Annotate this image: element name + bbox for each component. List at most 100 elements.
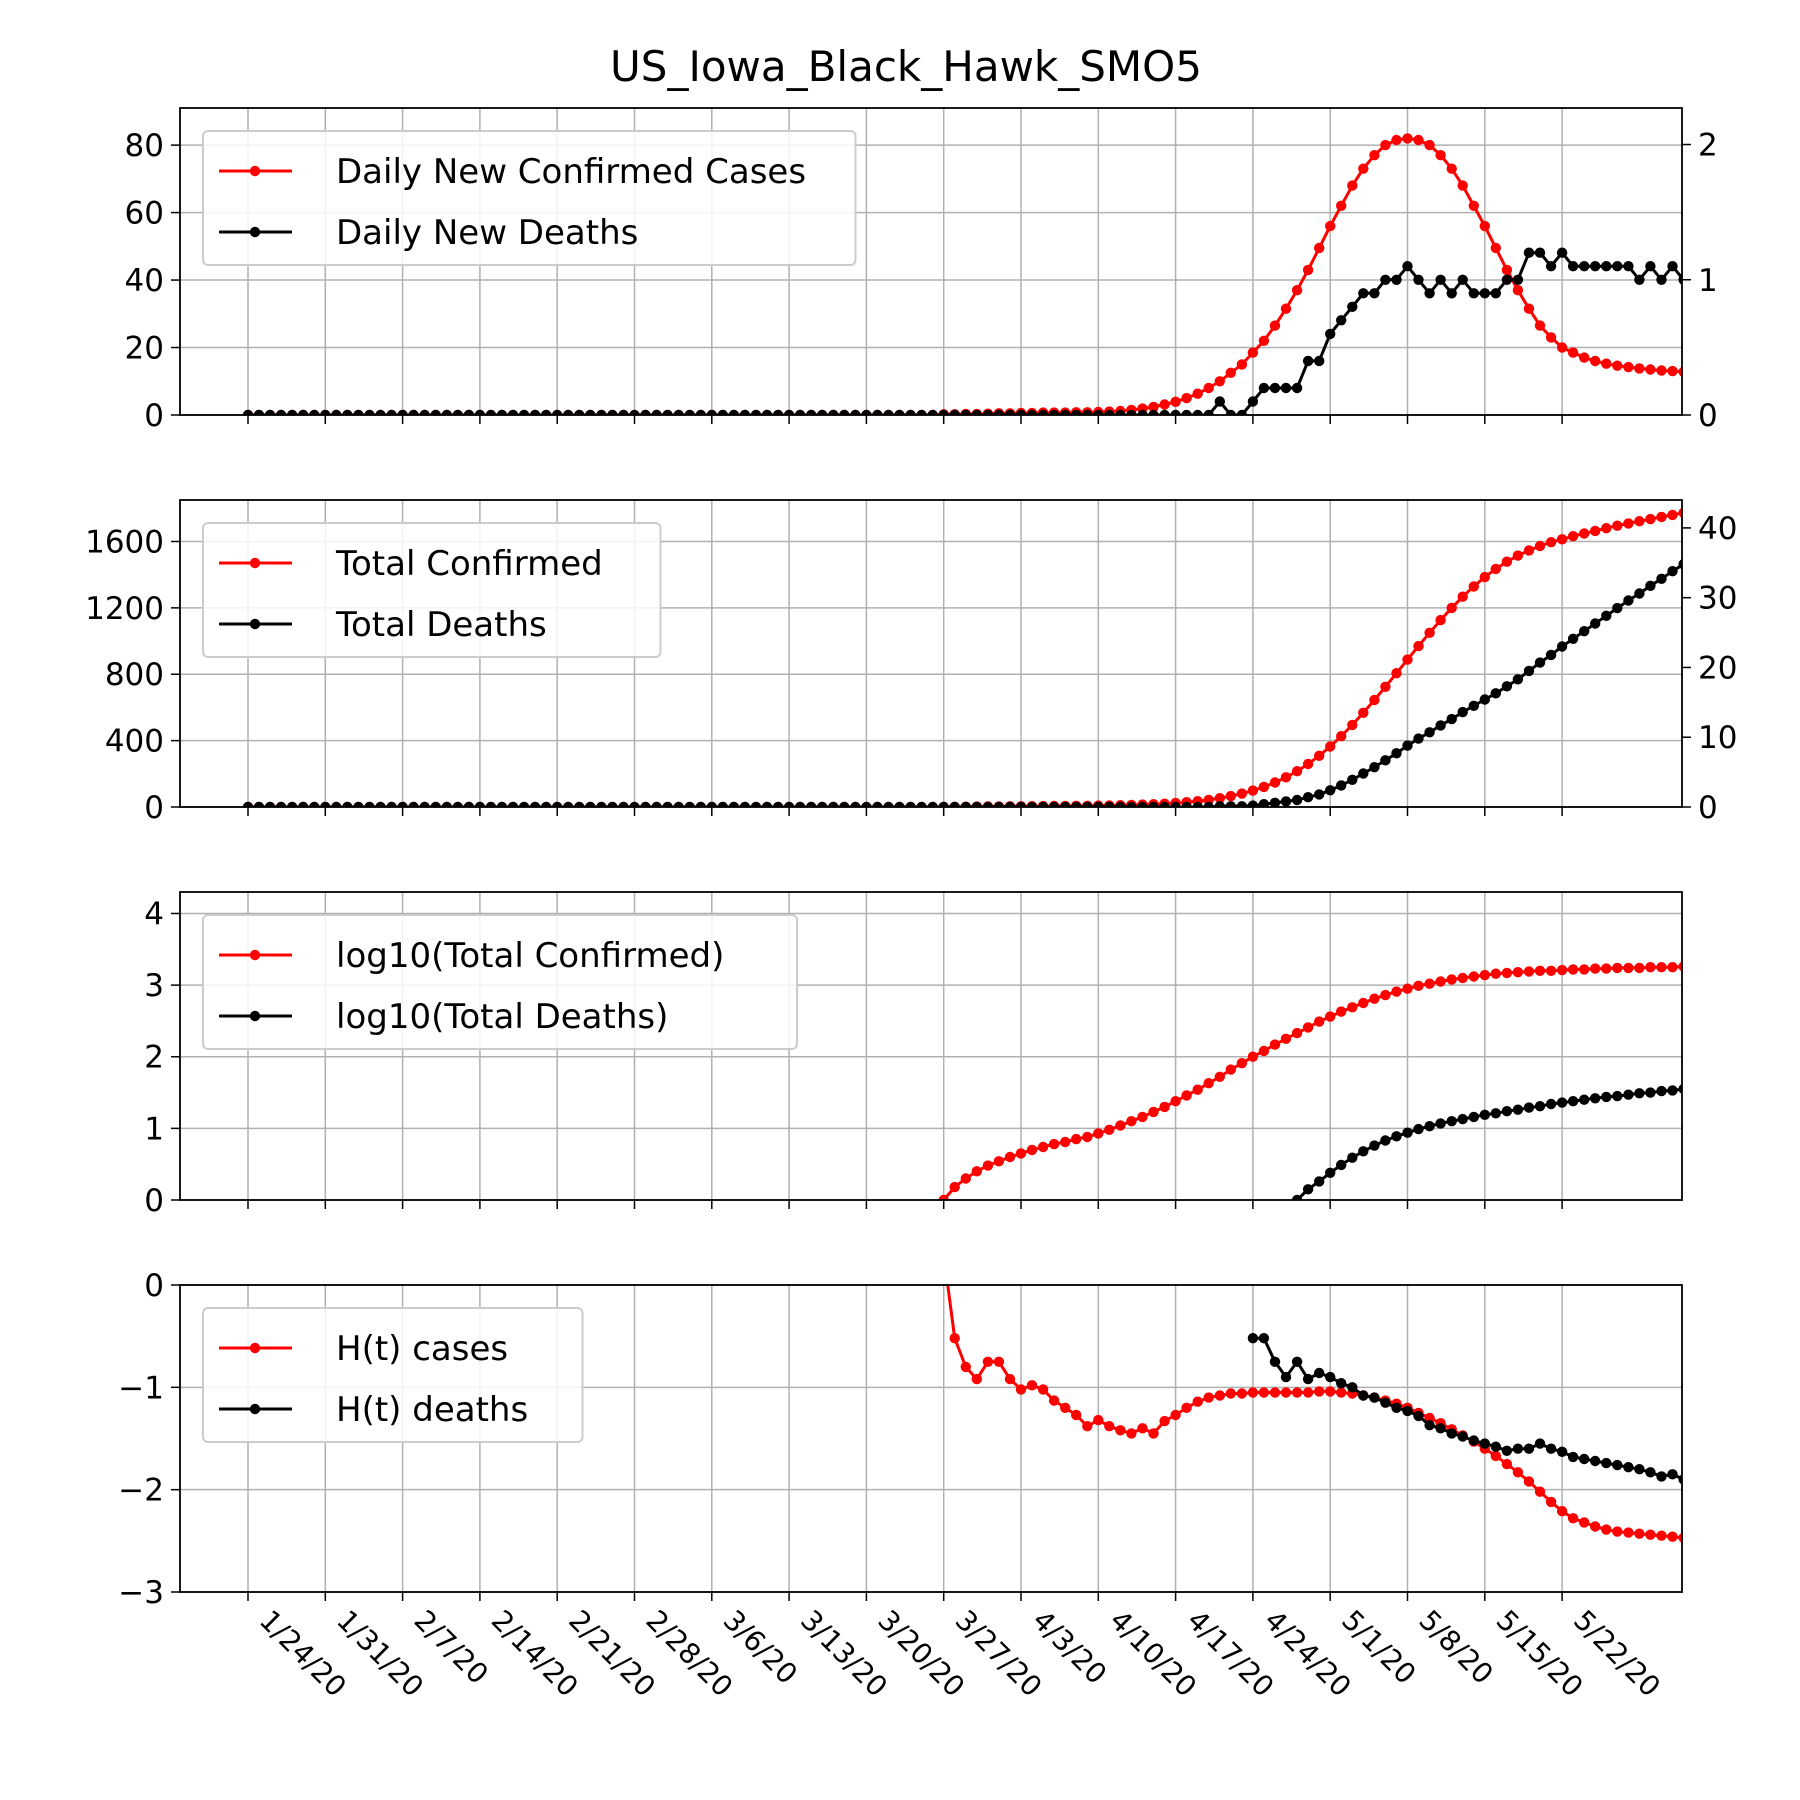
data-point	[1523, 1443, 1535, 1454]
data-point	[1347, 774, 1358, 785]
data-point	[1523, 966, 1535, 977]
data-point	[1391, 668, 1402, 679]
data-point	[1214, 793, 1226, 804]
data-point	[1479, 288, 1491, 299]
data-point	[739, 409, 751, 415]
data-point	[1402, 261, 1413, 272]
data-point	[1590, 963, 1601, 974]
data-point	[375, 409, 386, 415]
data-point	[1579, 1094, 1590, 1105]
data-point	[1579, 352, 1590, 363]
data-point	[1534, 657, 1546, 668]
data-point	[253, 801, 265, 807]
data-point	[1369, 150, 1380, 161]
data-point	[1601, 523, 1612, 534]
data-point	[1380, 139, 1391, 151]
data-point	[1402, 740, 1413, 751]
data-point	[1369, 1140, 1380, 1151]
data-point	[960, 1361, 971, 1373]
data-point	[960, 1173, 971, 1184]
data-point	[1579, 626, 1590, 637]
data-point	[1137, 1423, 1148, 1434]
y-tick-label-left: −3	[118, 1575, 164, 1611]
data-point	[960, 409, 971, 415]
data-point	[1579, 528, 1590, 539]
data-point	[1347, 180, 1358, 191]
data-point	[1336, 1006, 1347, 1017]
data-point	[916, 409, 927, 415]
data-point	[1490, 688, 1502, 699]
data-point	[1192, 388, 1203, 399]
data-point	[1645, 261, 1656, 272]
data-point	[1457, 180, 1468, 191]
data-point	[695, 409, 706, 415]
data-point	[1424, 1121, 1435, 1132]
data-point	[1291, 1194, 1303, 1200]
data-point	[1170, 801, 1181, 807]
data-point	[850, 801, 861, 807]
data-point	[1214, 1390, 1226, 1401]
data-point	[1380, 989, 1391, 1001]
data-point	[1170, 409, 1181, 415]
data-point	[1115, 409, 1126, 415]
data-point	[1512, 550, 1524, 561]
data-point	[927, 409, 938, 415]
data-point	[695, 801, 706, 807]
data-point	[1479, 1438, 1491, 1449]
data-point	[1192, 801, 1203, 807]
data-point	[1446, 1116, 1457, 1127]
data-point	[1468, 1111, 1480, 1123]
legend-marker	[249, 1342, 261, 1354]
data-point	[1656, 1530, 1667, 1541]
data-point	[1579, 261, 1590, 272]
data-point	[772, 801, 784, 807]
data-point	[1545, 649, 1557, 661]
data-point	[1634, 516, 1645, 527]
data-point	[1534, 1438, 1546, 1449]
data-point	[728, 801, 740, 807]
data-point	[1678, 559, 1682, 570]
data-point	[817, 409, 828, 415]
data-point	[397, 801, 408, 807]
data-point	[585, 409, 596, 415]
data-point	[1545, 332, 1557, 343]
data-point	[1302, 1022, 1314, 1033]
data-point	[1457, 972, 1468, 984]
data-point	[861, 409, 872, 415]
data-point	[938, 409, 949, 415]
data-point	[1015, 801, 1027, 807]
data-point	[1347, 1002, 1358, 1013]
data-point	[839, 801, 850, 807]
data-point	[1623, 1462, 1634, 1473]
data-point	[253, 409, 265, 415]
series-log10-total-confirmed	[938, 961, 1682, 1200]
data-point	[496, 801, 508, 807]
data-point	[1247, 1387, 1259, 1398]
data-point	[1567, 261, 1579, 272]
data-point	[1667, 1531, 1678, 1542]
series-line	[946, 1285, 1682, 1540]
data-point	[1723, 261, 1733, 271]
data-point	[1634, 363, 1645, 374]
data-point	[1512, 1443, 1524, 1454]
legend-label: Total Deaths	[335, 605, 547, 645]
data-point	[1490, 242, 1502, 254]
data-point	[1004, 409, 1016, 415]
data-point	[1214, 801, 1225, 807]
data-point	[463, 801, 475, 807]
data-point	[1545, 1496, 1557, 1508]
data-point	[1369, 993, 1380, 1004]
data-point	[1093, 409, 1104, 415]
data-point	[574, 801, 585, 807]
data-point	[1203, 801, 1214, 807]
data-point	[894, 409, 905, 415]
legend-label: log10(Total Deaths)	[336, 997, 668, 1037]
data-point	[1413, 134, 1424, 146]
data-point	[1435, 614, 1446, 626]
data-point	[1380, 1397, 1391, 1408]
data-point	[541, 801, 552, 807]
data-point	[939, 1249, 949, 1259]
data-point	[1590, 1093, 1601, 1104]
data-point	[706, 409, 717, 415]
data-point	[1712, 1082, 1722, 1092]
